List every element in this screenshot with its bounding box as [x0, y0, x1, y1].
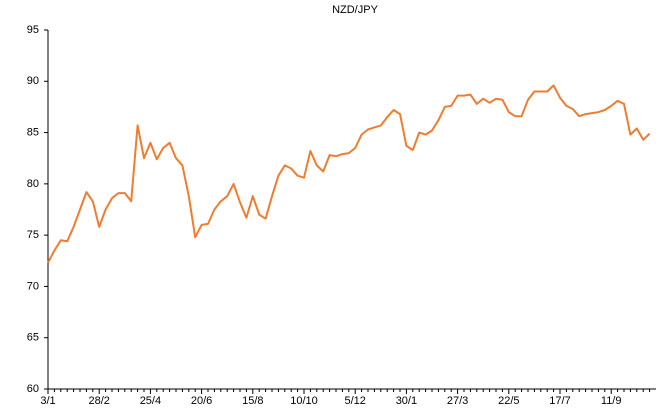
y-tick-label: 70	[27, 280, 39, 292]
y-tick-label: 75	[27, 229, 39, 241]
y-tick-label: 90	[27, 75, 39, 87]
data-line	[47, 84, 651, 264]
x-tick-label: 5/12	[344, 395, 365, 407]
x-tick-label: 15/8	[242, 395, 263, 407]
x-tick-label: 3/1	[40, 395, 55, 407]
x-tick-label: 30/1	[396, 395, 417, 407]
y-tick-label: 60	[27, 383, 39, 395]
x-tick-label: 10/10	[290, 395, 318, 407]
x-tick-label: 11/9	[601, 395, 622, 407]
x-tick-label: 25/4	[140, 395, 161, 407]
y-tick-label: 80	[27, 178, 39, 190]
chart-title: NZD/JPY	[332, 4, 379, 16]
x-tick-label: 17/7	[549, 395, 570, 407]
x-tick-label: 20/6	[191, 395, 212, 407]
x-tick-label: 22/5	[498, 395, 519, 407]
x-tick-label: 27/3	[447, 395, 468, 407]
y-tick-label: 65	[27, 332, 39, 344]
y-tick-label: 95	[27, 24, 39, 36]
x-tick-label: 28/2	[88, 395, 109, 407]
y-tick-label: 85	[27, 126, 39, 138]
